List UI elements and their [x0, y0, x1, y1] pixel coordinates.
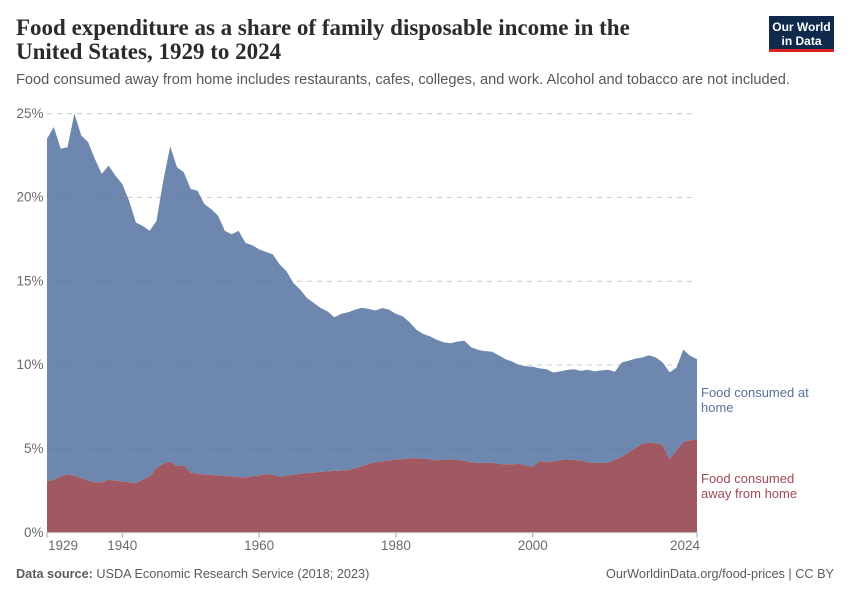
svg-text:10%: 10% [16, 357, 43, 372]
svg-text:25%: 25% [16, 106, 43, 121]
svg-text:2024: 2024 [670, 538, 701, 553]
svg-text:1929: 1929 [48, 538, 78, 553]
svg-text:1940: 1940 [107, 538, 137, 553]
svg-text:15%: 15% [16, 273, 43, 288]
svg-text:0%: 0% [24, 525, 44, 540]
svg-text:2000: 2000 [518, 538, 548, 553]
svg-text:20%: 20% [16, 190, 43, 205]
svg-text:1960: 1960 [244, 538, 274, 553]
svg-text:1980: 1980 [381, 538, 411, 553]
svg-text:5%: 5% [24, 441, 44, 456]
